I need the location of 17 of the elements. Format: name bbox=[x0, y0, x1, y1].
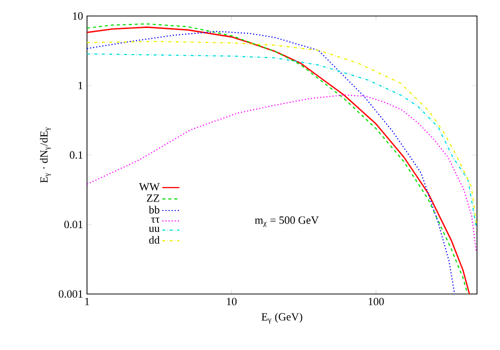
x-tick-label: 10 bbox=[226, 298, 237, 306]
y-tick-label: 1 bbox=[78, 82, 82, 90]
y-axis-title: E$_{γ}$ · dN$_{γ}$/dE$_{γ}$ bbox=[40, 128, 51, 183]
legend-label: uu bbox=[148, 226, 160, 232]
legend-label: WW bbox=[139, 183, 160, 191]
legend-label: bb bbox=[148, 206, 160, 214]
y-tick-label: 10 bbox=[73, 12, 83, 20]
y-tick-label: 0.01 bbox=[64, 220, 82, 228]
legend-label: dd bbox=[149, 236, 160, 244]
legend-label: ττ bbox=[151, 218, 160, 223]
x-axis-title: E$_{γ}$ (GeV) bbox=[262, 312, 302, 324]
y-tick-label: 0.001 bbox=[58, 290, 82, 298]
legend-label: ZZ bbox=[146, 194, 160, 202]
x-tick-label: 100 bbox=[368, 298, 384, 306]
x-tick-label: 1 bbox=[85, 298, 90, 306]
annotation: m$_{χ}$ = 500 GeV bbox=[254, 216, 319, 228]
y-tick-label: 0.1 bbox=[70, 151, 82, 159]
